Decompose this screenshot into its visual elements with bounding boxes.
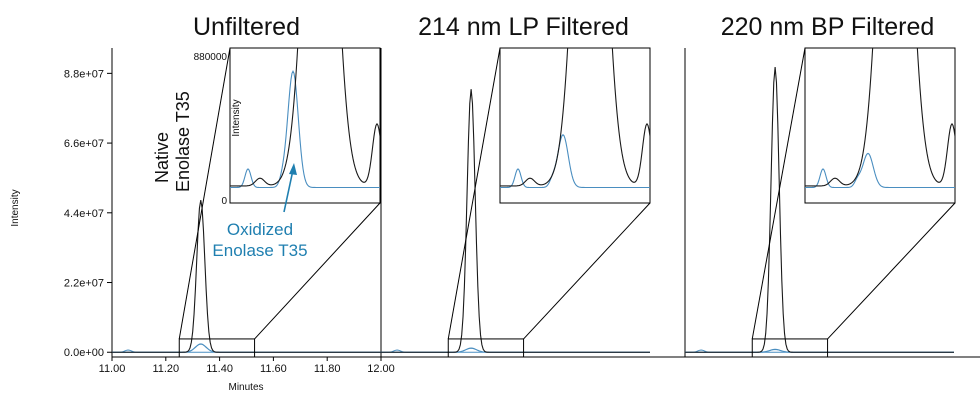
- inset-oxidized-trace: [230, 69, 380, 189]
- zoom-box: [751, 338, 829, 358]
- panel-3: 220 nm BP Filtered: [685, 13, 956, 358]
- inset-native-trace: [500, 48, 650, 187]
- x-tick-label: 11.20: [152, 363, 179, 375]
- inset-box: [499, 47, 651, 204]
- connector-line: [178, 47, 231, 340]
- inset-oxidized-trace: [805, 152, 955, 189]
- oxidized-trace: [112, 343, 381, 353]
- inset-box: [804, 47, 956, 204]
- zoom-box: [447, 338, 525, 358]
- annotation-arrowhead: [289, 163, 297, 175]
- panel-2: 214 nm LP Filtered: [381, 13, 651, 358]
- x-tick-label: 11.60: [260, 363, 287, 375]
- x-tick-label: 12.00: [367, 363, 395, 375]
- inset-native-trace: [230, 48, 380, 187]
- inset-traces: [500, 48, 650, 189]
- x-tick-label: 11.40: [206, 363, 233, 375]
- y-tick-label: 4.4e+07: [64, 208, 104, 220]
- native-trace: [381, 89, 650, 353]
- y-tick-label: 0.0e+00: [64, 347, 104, 359]
- connector-line: [751, 47, 806, 340]
- y-axis-label: Intensity: [10, 189, 21, 226]
- connector-line: [827, 202, 956, 340]
- native-trace: [685, 66, 954, 353]
- connector-line: [254, 202, 381, 340]
- annotation-arrow: [283, 169, 294, 213]
- inset-y-tick-label: 0: [221, 196, 227, 207]
- connector-line: [447, 47, 501, 340]
- x-tick-label: 11.80: [314, 363, 341, 375]
- inset-y-tick-label: 880000: [194, 52, 228, 63]
- inset-traces: [805, 48, 955, 189]
- oxidized-trace: [381, 347, 650, 353]
- x-axis-label: Minutes: [228, 382, 263, 393]
- annotation-oxidized-line1: Oxidized: [227, 220, 293, 239]
- native-trace: [112, 200, 381, 353]
- annotation-oxidized-line2: Enolase T35: [212, 241, 307, 260]
- annotation-native-line2: Enolase T35: [173, 91, 193, 192]
- inset-traces: [230, 48, 380, 189]
- inset-oxidized-trace: [500, 134, 650, 189]
- inset-native-trace: [805, 48, 955, 187]
- y-tick-label: 8.8e+07: [64, 68, 104, 80]
- zoom-box: [178, 338, 256, 358]
- x-tick-label: 11.00: [99, 363, 126, 375]
- inset-y-axis-label: Intensity: [231, 99, 242, 136]
- panel-title: 214 nm LP Filtered: [418, 13, 629, 41]
- y-tick-label: 6.6e+07: [64, 138, 104, 150]
- y-tick-label: 2.2e+07: [64, 278, 104, 290]
- panel-1: Unfiltered 880000 0 Intensity: [112, 13, 381, 358]
- panel-title: 220 nm BP Filtered: [721, 13, 935, 41]
- annotation-native-line1: Native: [152, 132, 172, 183]
- connector-line: [523, 202, 651, 340]
- panel-title: Unfiltered: [193, 13, 300, 41]
